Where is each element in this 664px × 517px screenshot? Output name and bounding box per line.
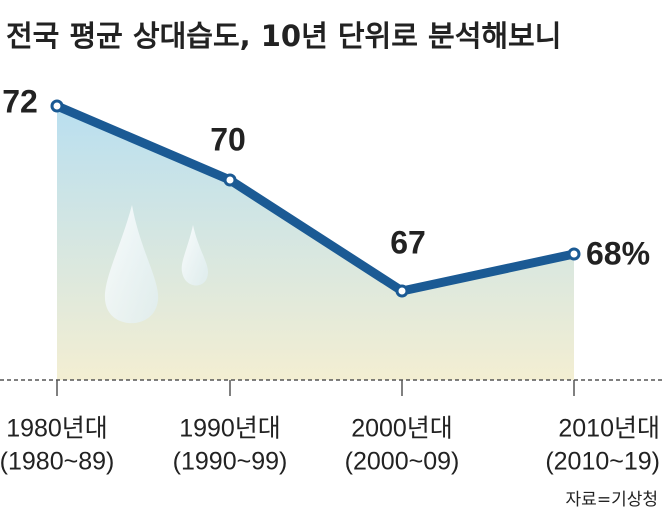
source: 자료=기상청 bbox=[566, 490, 658, 510]
x-tick-sublabel: (1990~99) bbox=[173, 448, 288, 476]
chart-title: 전국 평균 상대습도, 10년 단위로 분석해보니 bbox=[6, 19, 561, 53]
x-tick-sublabel: (2000~09) bbox=[345, 448, 460, 476]
x-tick-sublabel: (1980~89) bbox=[0, 448, 114, 476]
point bbox=[223, 173, 237, 187]
x-tick-sublabel: (2010~19) bbox=[545, 448, 660, 476]
value-label: 70 bbox=[210, 121, 246, 157]
area bbox=[57, 106, 574, 380]
droplet bbox=[181, 225, 208, 286]
x-tick-label: 1980년대 bbox=[6, 415, 108, 443]
area-layer bbox=[57, 106, 574, 380]
x-tick-label: 1990년대 bbox=[179, 415, 281, 443]
line bbox=[55, 101, 575, 296]
value-label: 67 bbox=[390, 224, 426, 260]
droplet bbox=[104, 205, 159, 324]
point bbox=[50, 99, 64, 113]
point bbox=[395, 284, 409, 298]
value-label: 68% bbox=[586, 235, 650, 271]
value-label: 72 bbox=[2, 83, 38, 119]
x-tick-label: 2010년대 bbox=[558, 415, 660, 443]
x-tick-label: 2000년대 bbox=[351, 415, 453, 443]
point bbox=[567, 247, 581, 261]
